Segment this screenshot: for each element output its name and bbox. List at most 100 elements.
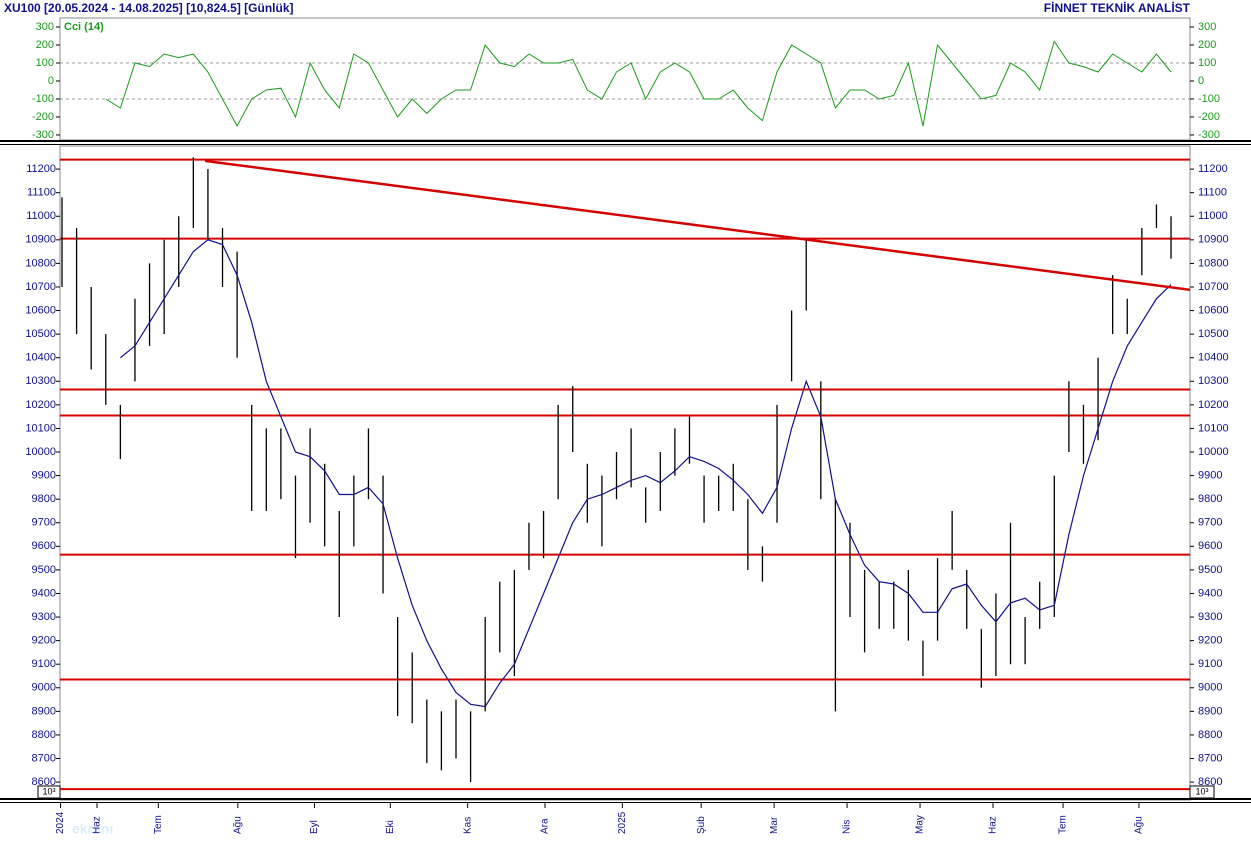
y-tick-label: 9700 — [32, 517, 56, 529]
y-tick-label: 100 — [1198, 57, 1216, 69]
y-tick-label: 9100 — [32, 658, 56, 670]
y-tick-label: 10100 — [1198, 422, 1229, 434]
y-tick-label: 300 — [36, 21, 54, 33]
x-tick-label: Tem — [1058, 815, 1069, 834]
y-tick-label: 10400 — [25, 352, 56, 364]
y-tick-label: 0 — [48, 75, 54, 87]
y-tick-label: 9800 — [32, 493, 56, 505]
y-tick-label: -100 — [1198, 93, 1220, 105]
y-tick-label: 11100 — [1198, 187, 1227, 199]
separator — [0, 802, 1251, 803]
y-tick-label: 10800 — [1198, 257, 1229, 269]
y-tick-label: 10200 — [1198, 399, 1229, 411]
y-tick-label: -300 — [1198, 129, 1220, 141]
y-tick-label: 10700 — [1198, 281, 1229, 293]
y-tick-label: 8900 — [32, 705, 56, 717]
multiplier-box — [1189, 785, 1215, 799]
x-tick-label: Mar — [769, 816, 780, 834]
y-tick-label: 8800 — [32, 729, 56, 741]
y-tick-label: 200 — [1198, 39, 1216, 51]
x-tick-label: 2025 — [617, 811, 628, 834]
y-tick-label: 9300 — [1198, 611, 1222, 623]
y-tick-label: 11200 — [26, 163, 56, 175]
y-tick-label: 9800 — [1198, 493, 1222, 505]
y-tick-label: 10500 — [25, 328, 56, 340]
y-tick-label: 9600 — [32, 540, 56, 552]
y-tick-label: 9200 — [1198, 635, 1222, 647]
trendline — [204, 159, 1191, 292]
separator — [0, 140, 1251, 142]
x-tick-label: Haz — [92, 816, 103, 834]
y-tick-label: 100 — [36, 57, 54, 69]
y-tick-label: 11000 — [1198, 210, 1228, 222]
y-tick-label: 10500 — [1198, 328, 1229, 340]
x-tick-label: 2024 — [55, 811, 66, 834]
y-tick-label: 10900 — [25, 234, 56, 246]
multiplier-box — [37, 785, 61, 799]
y-tick-label: 11100 — [27, 187, 56, 199]
separator — [0, 144, 1251, 145]
watermark: ekranı — [72, 821, 113, 837]
y-tick-label: 300 — [1198, 21, 1216, 33]
chart-title: XU100 [20.05.2024 - 14.08.2025] [10,824.… — [4, 1, 294, 15]
y-tick-label: 10200 — [25, 399, 56, 411]
y-tick-label: 8700 — [32, 752, 56, 764]
y-tick-label: 10300 — [1198, 375, 1229, 387]
y-tick-label: 9900 — [32, 469, 56, 481]
y-tick-label: 9500 — [32, 564, 56, 576]
x-tick-label: Ağu — [232, 816, 243, 834]
x-tick-label: Tem — [153, 815, 164, 834]
separator — [0, 798, 1251, 800]
y-tick-label: -200 — [1198, 111, 1220, 123]
x-tick-label: Nis — [842, 820, 853, 834]
x-tick-label: May — [915, 815, 926, 834]
y-tick-label: 8600 — [32, 776, 56, 788]
y-tick-label: 8600 — [1198, 776, 1222, 788]
y-tick-label: 11000 — [26, 210, 56, 222]
y-tick-label: 9000 — [32, 682, 56, 694]
y-tick-label: 200 — [36, 39, 54, 51]
y-tick-label: -200 — [32, 111, 54, 123]
y-tick-label: 0 — [1198, 75, 1204, 87]
x-tick-label: Eki — [385, 820, 396, 834]
y-tick-label: 11200 — [1198, 163, 1228, 175]
y-tick-label: 8800 — [1198, 729, 1222, 741]
y-tick-label: 8700 — [1198, 752, 1222, 764]
y-tick-label: 10700 — [25, 281, 56, 293]
axis-multiplier: 10³ — [42, 786, 55, 796]
x-tick-label: Ara — [540, 818, 551, 834]
y-tick-label: -300 — [32, 129, 54, 141]
x-tick-label: Kas — [462, 817, 473, 834]
y-tick-label: 9500 — [1198, 564, 1222, 576]
y-tick-label: 10800 — [25, 257, 56, 269]
x-tick-label: Haz — [988, 816, 999, 834]
x-tick-label: Ağu — [1134, 816, 1145, 834]
moving-average — [120, 239, 1172, 708]
y-tick-label: 9900 — [1198, 469, 1222, 481]
cci-line — [105, 40, 1172, 128]
y-tick-label: 10600 — [25, 304, 56, 316]
y-tick-label: 10900 — [1198, 234, 1229, 246]
y-tick-label: 9300 — [32, 611, 56, 623]
y-tick-label: 10000 — [25, 446, 56, 458]
y-tick-label: -100 — [32, 93, 54, 105]
y-tick-label: 9100 — [1198, 658, 1222, 670]
y-tick-label: 10000 — [1198, 446, 1229, 458]
axis-multiplier: 10³ — [1195, 786, 1208, 796]
y-tick-label: 9200 — [32, 635, 56, 647]
y-tick-label: 8900 — [1198, 705, 1222, 717]
y-tick-label: 9400 — [1198, 587, 1222, 599]
y-tick-label: 10300 — [25, 375, 56, 387]
y-tick-label: 10100 — [25, 422, 56, 434]
y-tick-label: 10600 — [1198, 304, 1229, 316]
x-tick-label: Eyl — [309, 820, 320, 834]
y-tick-label: 9700 — [1198, 517, 1222, 529]
cci-title: Cci (14) — [64, 21, 104, 33]
source: FİNNET TEKNİK ANALİST — [1044, 0, 1191, 15]
y-tick-label: 9600 — [1198, 540, 1222, 552]
x-tick-label: Şub — [696, 816, 707, 834]
y-tick-label: 9000 — [1198, 682, 1222, 694]
y-tick-label: 9400 — [32, 587, 56, 599]
